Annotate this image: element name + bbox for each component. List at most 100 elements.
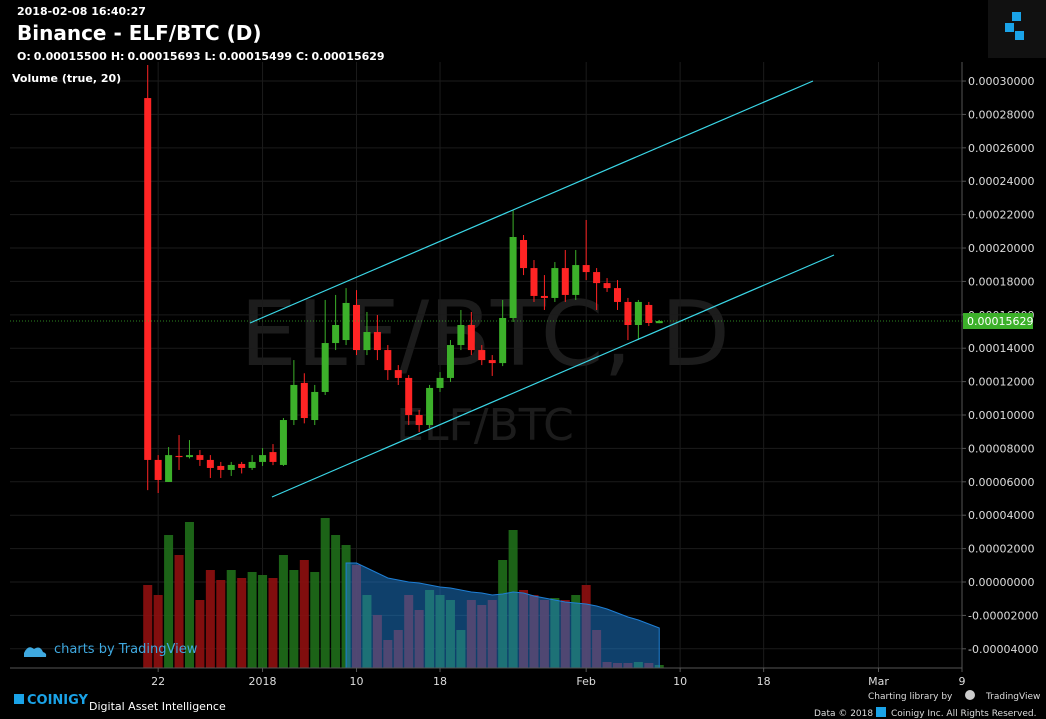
y-tick-label: 0.00024000 xyxy=(968,175,1034,188)
candle-body xyxy=(530,268,538,296)
y-tick-label: 0.00022000 xyxy=(968,209,1034,222)
candle-body xyxy=(175,455,183,458)
ohlc-key: O: xyxy=(17,50,31,63)
ohlc-line: O: 0.00015500 H: 0.00015693 L: 0.00015499 C: 0.… xyxy=(17,50,385,63)
candle-body xyxy=(373,332,381,351)
brand: COINIGY xyxy=(27,693,89,708)
tv-badge[interactable]: charts by TradingView xyxy=(24,642,198,657)
coinigy-icon xyxy=(876,707,886,717)
candle-body xyxy=(478,350,486,361)
ohlc-value: 0.00015629 xyxy=(312,50,385,63)
volume-bar xyxy=(331,535,341,668)
tv-icon xyxy=(965,690,975,700)
candle-body xyxy=(165,455,173,482)
tagline: Digital Asset Intelligence xyxy=(89,700,226,713)
volume-bar xyxy=(164,535,174,668)
volume-bar xyxy=(299,560,309,668)
candle-body xyxy=(185,455,193,458)
x-tick-label: Feb xyxy=(576,675,595,688)
candle-body xyxy=(509,236,517,318)
last-price-box xyxy=(963,313,1033,330)
data-copy: Data © 2018 xyxy=(814,709,873,719)
y-tick-label: 0.00014000 xyxy=(968,342,1034,355)
volume-bar xyxy=(289,570,299,668)
x-tick-label: 9 xyxy=(959,675,966,688)
volume-bar xyxy=(310,572,320,668)
candle-body xyxy=(426,387,434,426)
candle-body xyxy=(217,465,225,470)
volume-bar xyxy=(278,555,288,668)
y-tick-label: 0.00026000 xyxy=(968,142,1034,155)
candle-body xyxy=(488,360,496,364)
volume-label: Volume (true, 20) xyxy=(12,72,121,85)
x-tick-label: 22 xyxy=(151,675,165,688)
y-tick-label: -0.00002000 xyxy=(968,609,1038,622)
candle-body xyxy=(353,304,361,351)
candle-body xyxy=(457,325,465,346)
tv-badge-text[interactable]: charts by TradingView xyxy=(54,642,198,657)
x-tick-label: 18 xyxy=(433,675,447,688)
candle-body xyxy=(551,268,559,298)
y-tick-label: 0.00020000 xyxy=(968,242,1034,255)
candle-body xyxy=(300,382,308,419)
candle-body xyxy=(342,302,350,341)
candle-body xyxy=(603,283,611,289)
candle-body xyxy=(238,463,246,468)
x-tick-label: Mar xyxy=(868,675,889,688)
candle-body xyxy=(144,98,152,460)
volume-bar xyxy=(195,600,205,668)
candle-body xyxy=(290,384,298,421)
volume-bar xyxy=(237,578,247,668)
candle-body xyxy=(520,240,528,269)
candle-body xyxy=(279,420,287,465)
rights: Coinigy Inc. All Rights Reserved. xyxy=(891,709,1036,719)
x-tick-label: 2018 xyxy=(249,675,277,688)
volume-bar xyxy=(320,518,330,668)
y-tick-label: 0.00030000 xyxy=(968,75,1034,88)
candle-body xyxy=(384,350,392,371)
logo-icon xyxy=(1005,12,1024,40)
ohlc-value: 0.00015693 xyxy=(127,50,200,63)
candle-body xyxy=(227,464,235,470)
last-price-label: 0.00015629 xyxy=(967,315,1033,328)
candle-body xyxy=(332,325,340,344)
title: Binance - ELF/BTC (D) xyxy=(17,21,262,45)
volume-bar xyxy=(226,570,236,668)
candle-body xyxy=(363,332,371,351)
watermark: ELF/BTC, D xyxy=(240,282,730,387)
channel-lower xyxy=(271,254,835,498)
y-tick-label: 0.00006000 xyxy=(968,476,1034,489)
charting-by: Charting library by xyxy=(868,692,953,702)
candle-body xyxy=(613,288,621,302)
y-tick-label: 0.00028000 xyxy=(968,108,1034,121)
coinigy-logo: COINIGY xyxy=(14,693,89,708)
y-tick-label: 0.00002000 xyxy=(968,543,1034,556)
candle-body xyxy=(394,370,402,378)
candle-body xyxy=(415,415,423,426)
candle-body xyxy=(582,265,590,273)
ohlc-key: L: xyxy=(205,50,216,63)
candle-body xyxy=(196,455,204,460)
x-tick-label: 10 xyxy=(350,675,364,688)
y-tick-label: 0.00010000 xyxy=(968,409,1034,422)
ohlc-value: 0.00015499 xyxy=(219,50,292,63)
volume-bar xyxy=(258,575,268,668)
x-tick-label: 10 xyxy=(673,675,687,688)
volume-ma xyxy=(345,562,660,669)
candle-body xyxy=(446,345,454,378)
candle-body xyxy=(572,265,580,295)
ohlc-key: C: xyxy=(296,50,308,63)
candle-body xyxy=(655,321,663,324)
watermark-sub: ELF/BTC xyxy=(396,400,574,451)
candle-body xyxy=(593,272,601,284)
candle-body xyxy=(405,377,413,416)
candle-body xyxy=(634,301,642,326)
candle-body xyxy=(540,295,548,298)
volume-bar xyxy=(268,578,278,668)
charting-brand: TradingView xyxy=(985,692,1040,702)
candle-body xyxy=(259,455,267,462)
y-tick-label: -0.00004000 xyxy=(968,643,1038,656)
candle-body xyxy=(269,452,277,462)
volume-bar xyxy=(153,595,163,668)
